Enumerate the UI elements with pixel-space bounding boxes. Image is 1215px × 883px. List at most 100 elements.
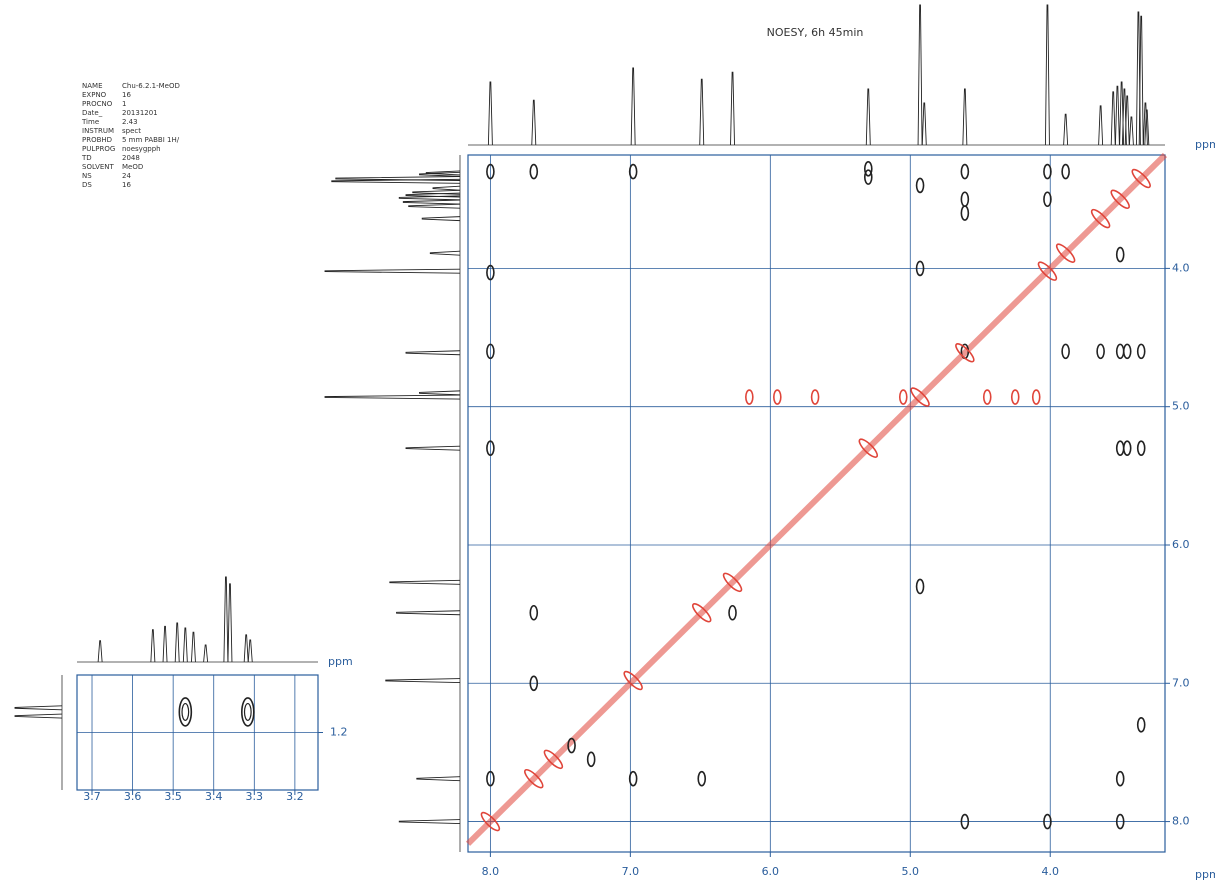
x-axis-unit: ppm [1195, 138, 1215, 151]
cross-peak [480, 811, 501, 832]
projection-peak [389, 579, 461, 585]
projection-peak [531, 99, 537, 146]
parameter-key: INSTRUM [82, 127, 114, 135]
projection-peak [150, 629, 156, 663]
projection-peak [416, 776, 461, 782]
x-tick-label: 3.5 [164, 790, 182, 803]
cross-peak [691, 603, 712, 623]
projection-peak [324, 394, 461, 400]
cross-peak [955, 343, 975, 363]
projection-peak [429, 250, 461, 256]
projection-peak [487, 81, 493, 146]
projection-peak [921, 102, 927, 146]
parameter-key: Time [81, 118, 99, 126]
projection-peak [419, 390, 461, 396]
parameter-key: TD [81, 154, 92, 162]
parameter-value: 1 [122, 100, 126, 108]
projection-peak [730, 71, 735, 146]
parameter-value: MeOD [122, 163, 143, 171]
cross-peak [543, 749, 564, 770]
cross-peak [1096, 343, 1105, 360]
diagonal [465, 152, 1168, 846]
y-axis-unit: ppm [1195, 868, 1215, 881]
projection-peak [385, 678, 461, 683]
projection-peak [1119, 81, 1125, 146]
projection-peak [1121, 88, 1127, 146]
cross-peak [960, 163, 970, 180]
parameter-value: 20131201 [122, 109, 158, 117]
cross-peak [1136, 716, 1146, 733]
cross-peak [745, 389, 754, 405]
projection-peak [324, 268, 461, 274]
cross-peak [486, 163, 495, 180]
parameter-value: 24 [122, 172, 131, 180]
cross-peak [1110, 189, 1130, 209]
projection-peak [405, 192, 461, 198]
y-tick-label: 5.0 [1172, 400, 1190, 413]
cross-peak [529, 675, 539, 692]
parameter-key: PULPROG [82, 145, 115, 153]
cross-peak [1115, 813, 1125, 830]
projection-peak [335, 176, 461, 181]
cross-peak [628, 163, 638, 180]
projection-peak [97, 640, 103, 663]
projection-peak [425, 170, 461, 176]
cross-peak [1122, 343, 1132, 360]
cross-peak [1090, 208, 1111, 229]
cross-peak [1115, 343, 1125, 360]
cross-peak [1043, 163, 1052, 180]
cross-peak [623, 670, 643, 691]
parameter-value: 2.43 [122, 118, 138, 126]
cross-peak [863, 161, 873, 177]
projection-peak [174, 622, 180, 663]
projection-peak [405, 445, 461, 451]
parameter-key: EXPNO [82, 91, 107, 99]
projection-peak [243, 634, 249, 663]
cross-peak [486, 264, 495, 281]
cross-peak [586, 751, 596, 768]
projection-peak [1142, 102, 1148, 146]
y-tick-label: 8.0 [1172, 815, 1190, 828]
projection-peak [182, 627, 188, 663]
parameter-key: NS [82, 172, 92, 180]
projection-peak [396, 610, 461, 616]
cross-peak [915, 260, 925, 277]
projection-peak [865, 88, 871, 146]
projection-peak [1063, 113, 1069, 146]
chart-title: NOESY, 6h 45min [767, 26, 864, 39]
cross-peak [1043, 813, 1052, 830]
cross-peak [858, 438, 879, 458]
cross-peak [628, 770, 638, 787]
projection-peak [1114, 85, 1120, 146]
parameter-key: PROBHD [82, 136, 112, 144]
cross-peak [1010, 389, 1020, 405]
projection-peak [247, 639, 253, 663]
cross-peak [524, 768, 544, 789]
cross-peak [1115, 440, 1125, 456]
x-tick-label: 3.6 [124, 790, 142, 803]
x-tick-label: 3.2 [286, 790, 304, 803]
projection-peak [421, 216, 461, 222]
projection-peak [962, 88, 968, 146]
cross-peak [1061, 163, 1070, 180]
projection-peak [419, 171, 461, 177]
cross-peak [960, 813, 970, 830]
cross-peak [178, 697, 193, 727]
x-tick-label: 3.7 [83, 790, 101, 803]
cross-peak-contour [181, 702, 190, 721]
projection-peak [1144, 109, 1150, 146]
cross-peak [1115, 246, 1125, 263]
projection-peak [203, 644, 209, 663]
parameter-value: 5 mm PABBI 1H/ [122, 136, 180, 144]
x-tick-label: 7.0 [622, 865, 640, 878]
cross-peak [697, 770, 707, 787]
cross-peak [982, 389, 992, 405]
y-tick-label: 1.2 [330, 726, 348, 739]
cross-peak [486, 770, 495, 787]
cross-peak [1122, 440, 1132, 456]
projection-peak [917, 4, 923, 146]
cross-peak [1031, 389, 1041, 405]
cross-peak [1131, 168, 1151, 189]
cross-peak-contour [243, 702, 252, 721]
